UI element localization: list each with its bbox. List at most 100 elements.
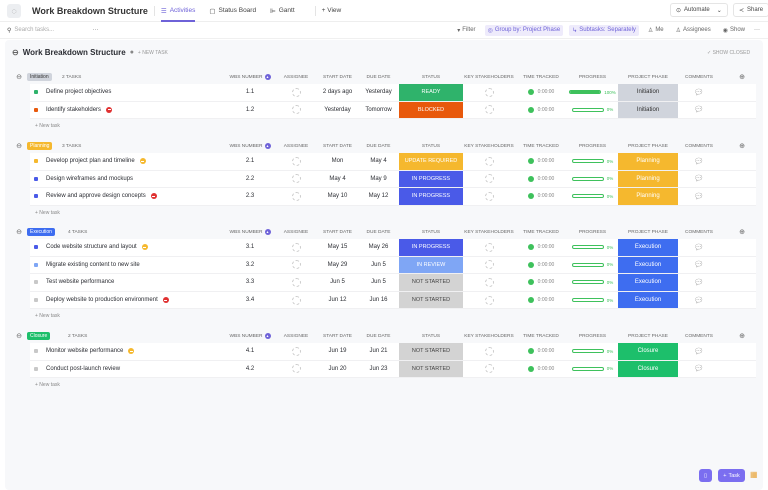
time-tracked-cell[interactable]: 0:00:00 — [515, 239, 567, 256]
play-timer-icon[interactable] — [527, 158, 534, 165]
project-phase-cell[interactable]: Execution — [618, 274, 678, 291]
column-header-time-tracked[interactable]: TIME TRACKED — [523, 333, 559, 339]
collapse-group-icon[interactable]: ⊖ — [16, 333, 22, 340]
column-header-time-tracked[interactable]: TIME TRACKED — [523, 229, 559, 235]
assignee-cell[interactable] — [275, 257, 317, 274]
task-name-cell[interactable]: Deploy website to production environment — [34, 292, 169, 309]
column-header-due-date[interactable]: DUE DATE — [366, 229, 391, 235]
task-name[interactable]: Monitor website performance — [46, 348, 124, 355]
play-timer-icon[interactable] — [527, 175, 534, 182]
tab-status-board[interactable]: ▢ Status Board — [209, 7, 257, 15]
key-stakeholders-cell[interactable] — [463, 343, 515, 360]
project-phase-cell[interactable]: Planning — [618, 170, 678, 188]
collapse-icon[interactable]: ⊖ — [12, 48, 19, 57]
table-row[interactable]: Code website structure and layout 3.1 May … — [30, 239, 756, 257]
table-row[interactable]: Deploy website to production environment… — [30, 291, 756, 310]
add-stakeholder-icon[interactable] — [484, 191, 494, 201]
time-tracked-cell[interactable]: 0:00:00 — [515, 171, 567, 188]
column-header-start-date[interactable]: START DATE — [323, 333, 352, 339]
comment-icon[interactable]: 💬 — [695, 176, 703, 183]
comment-icon[interactable]: 💬 — [695, 297, 703, 304]
table-row[interactable]: Review and approve design concepts 2.3 May… — [30, 188, 756, 206]
task-name[interactable]: Conduct post-launch review — [46, 365, 121, 372]
due-date[interactable]: May 12 — [358, 188, 399, 205]
tab-activities[interactable]: ☰ Activities — [160, 0, 196, 22]
start-date[interactable]: May 15 — [317, 239, 358, 256]
project-phase-cell[interactable]: Planning — [618, 188, 678, 205]
task-name-cell[interactable]: Review and approve design concepts — [34, 188, 157, 205]
key-stakeholders-cell[interactable] — [463, 188, 515, 205]
comment-icon[interactable]: 💬 — [695, 262, 703, 269]
add-column-icon[interactable]: ⊕ — [739, 333, 745, 340]
add-column-icon[interactable]: ⊕ — [739, 229, 745, 236]
column-header-assignee[interactable]: ASSIGNEE — [283, 333, 309, 339]
add-assignee-icon[interactable] — [291, 191, 301, 201]
column-header-comments[interactable]: COMMENTS — [685, 143, 713, 149]
table-row[interactable]: Identify stakeholders 1.2 Yesterday Tomorro… — [30, 101, 756, 120]
docs-button[interactable]: ▯ — [699, 469, 712, 482]
key-stakeholders-cell[interactable] — [463, 171, 515, 188]
key-stakeholders-cell[interactable] — [463, 102, 515, 119]
due-date[interactable]: Jun 16 — [358, 292, 399, 309]
column-header-project-phase[interactable]: PROJECT PHASE — [628, 143, 668, 149]
new-task-row[interactable]: + New task — [35, 123, 60, 130]
status-cell[interactable]: READY — [399, 84, 463, 101]
project-phase-cell[interactable]: Closure — [618, 343, 678, 360]
time-tracked-cell[interactable]: 0:00:00 — [515, 257, 567, 274]
column-header-start-date[interactable]: START DATE — [323, 143, 352, 149]
new-task-button[interactable]: + NEW TASK — [137, 49, 168, 56]
table-row[interactable]: Develop project plan and timeline 2.1 Mon M… — [30, 153, 756, 171]
comment-icon[interactable]: 💬 — [695, 89, 703, 96]
column-header-key-stakeholders[interactable]: KEY STAKEHOLDERS — [464, 74, 514, 80]
assignee-cell[interactable] — [275, 274, 317, 291]
new-task-row[interactable]: + New task — [35, 209, 60, 216]
task-name[interactable]: Design wireframes and mockups — [46, 175, 134, 182]
status-cell[interactable]: IN PROGRESS — [399, 188, 463, 205]
comment-icon[interactable]: 💬 — [695, 107, 703, 114]
task-name[interactable]: Identify stakeholders — [46, 106, 102, 113]
due-date[interactable]: May 26 — [358, 239, 399, 256]
status-cell[interactable]: BLOCKED — [399, 101, 463, 119]
add-stakeholder-icon[interactable] — [484, 174, 494, 184]
add-assignee-icon[interactable] — [291, 260, 301, 270]
task-name[interactable]: Deploy website to production environment — [46, 297, 158, 304]
comment-icon[interactable]: 💬 — [695, 158, 703, 165]
table-row[interactable]: Design wireframes and mockups 2.2 May 4 May… — [30, 170, 756, 189]
time-tracked-cell[interactable]: 0:00:00 — [515, 361, 567, 378]
column-header-assignee[interactable]: ASSIGNEE — [283, 74, 309, 80]
add-assignee-icon[interactable] — [291, 295, 301, 305]
key-stakeholders-cell[interactable] — [463, 257, 515, 274]
add-assignee-icon[interactable] — [291, 346, 301, 356]
column-header-wbs-number[interactable]: WBS NUMBER ▴ — [229, 333, 271, 339]
new-task-row[interactable]: + New task — [35, 382, 60, 389]
due-date[interactable]: Jun 5 — [358, 274, 399, 291]
subtasks-button[interactable]: ↳ Subtasks: Separately — [569, 24, 639, 36]
due-date[interactable]: May 9 — [358, 171, 399, 188]
play-timer-icon[interactable] — [527, 193, 534, 200]
add-assignee-icon[interactable] — [291, 277, 301, 287]
status-cell[interactable]: IN PROGRESS — [399, 170, 463, 188]
task-name[interactable]: Develop project plan and timeline — [46, 158, 135, 165]
column-header-key-stakeholders[interactable]: KEY STAKEHOLDERS — [464, 143, 514, 149]
column-header-time-tracked[interactable]: TIME TRACKED — [523, 74, 559, 80]
assignee-cell[interactable] — [275, 153, 317, 170]
due-date[interactable]: May 4 — [358, 153, 399, 170]
column-header-time-tracked[interactable]: TIME TRACKED — [523, 143, 559, 149]
collapse-group-icon[interactable]: ⊖ — [16, 74, 22, 81]
status-cell[interactable]: NOT STARTED — [399, 291, 463, 309]
task-name[interactable]: Review and approve design concepts — [46, 193, 146, 200]
assignee-cell[interactable] — [275, 343, 317, 360]
start-date[interactable]: Jun 19 — [317, 343, 358, 360]
project-phase-cell[interactable]: Initiation — [618, 84, 678, 101]
task-name-cell[interactable]: Test website performance — [34, 274, 114, 291]
column-header-status[interactable]: STATUS — [421, 229, 441, 235]
column-header-due-date[interactable]: DUE DATE — [366, 333, 391, 339]
task-name-cell[interactable]: Identify stakeholders — [34, 102, 113, 119]
add-task-button[interactable]: + Task — [718, 469, 745, 482]
start-date[interactable]: Jun 5 — [317, 274, 358, 291]
play-timer-icon[interactable] — [527, 365, 534, 372]
start-date[interactable]: Mon — [317, 153, 358, 170]
add-stakeholder-icon[interactable] — [484, 105, 494, 115]
column-header-assignee[interactable]: ASSIGNEE — [283, 229, 309, 235]
task-name-cell[interactable]: Migrate existing content to new site — [34, 257, 140, 274]
